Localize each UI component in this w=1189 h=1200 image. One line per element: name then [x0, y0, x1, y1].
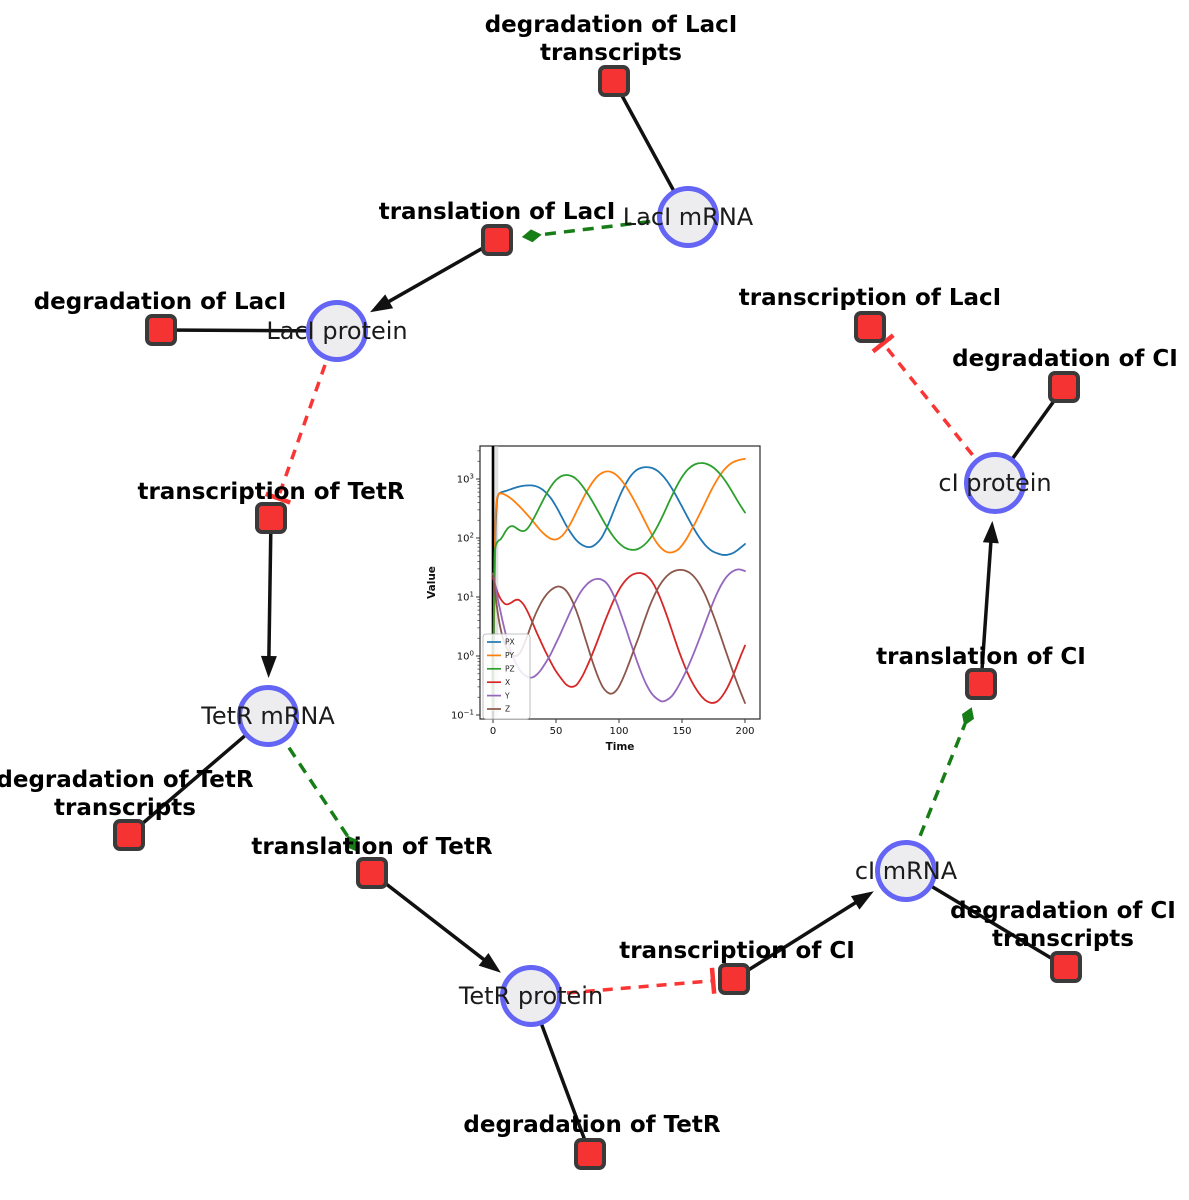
reaction-node-translation_laci[interactable] — [481, 224, 513, 256]
y-tick-label: 103 — [457, 473, 474, 486]
y-axis-label: Value — [426, 566, 438, 599]
reaction-node-translation_ci[interactable] — [965, 668, 997, 700]
reaction-node-degradation_tetr_transcripts[interactable] — [113, 819, 145, 851]
legend-label: X — [505, 678, 510, 687]
edge-ci_mrna-degradation_ci_transcripts — [905, 869, 1067, 969]
legend-label: Y — [504, 691, 510, 700]
series-Z-curve — [492, 568, 746, 704]
species-node-ci_mrna[interactable] — [875, 840, 937, 902]
reaction-node-transcription_ci[interactable] — [718, 963, 750, 995]
y-tick-label: 101 — [457, 591, 474, 604]
series-PY-curve — [492, 458, 746, 712]
edge-translation_laci-laci_protein — [370, 238, 498, 313]
plot-legend: PX PY PZ XYZ — [482, 633, 531, 720]
initial-band — [494, 446, 499, 719]
species-node-tetr_protein[interactable] — [500, 965, 562, 1027]
legend-label: Z — [505, 705, 510, 714]
arrowhead — [260, 655, 277, 679]
edge-ci_protein-transcription_laci — [871, 333, 997, 485]
legend-label: PX — [505, 638, 515, 647]
reaction-node-degradation_ci[interactable] — [1048, 371, 1080, 403]
series-PZ-curve — [492, 462, 746, 712]
reaction-node-transcription_tetr[interactable] — [255, 502, 287, 534]
species-node-ci_protein[interactable] — [964, 452, 1026, 514]
modifier-arrowhead — [347, 835, 359, 853]
reaction-node-degradation_tetr[interactable] — [574, 1138, 606, 1170]
x-tick-label: 200 — [735, 726, 754, 737]
y-tick-label: 10−1 — [451, 709, 474, 722]
legend-label: PZ — [505, 665, 515, 674]
modifier-arrowhead — [961, 707, 975, 726]
species-node-laci_mrna[interactable] — [657, 186, 719, 248]
edge-translation_tetr-tetr_protein — [370, 871, 501, 973]
series-X-curve — [492, 572, 746, 704]
species-node-laci_protein[interactable] — [306, 300, 368, 362]
arrowhead — [370, 294, 394, 313]
x-axis-label: Time — [606, 741, 635, 753]
reaction-node-degradation_laci[interactable] — [145, 314, 177, 346]
arrowhead — [478, 952, 501, 973]
edge-tetr_protein-transcription_ci — [530, 967, 717, 998]
reaction-node-translation_tetr[interactable] — [356, 857, 388, 889]
reaction-node-degradation_ci_transcripts[interactable] — [1050, 951, 1082, 983]
edge-transcription_tetr-tetr_mrna — [260, 517, 277, 679]
arrowhead — [850, 891, 874, 910]
inhibition-tbar — [264, 491, 291, 505]
x-tick-label: 150 — [672, 726, 691, 737]
inhibition-tbar — [709, 967, 717, 994]
inhibition-tbar — [871, 333, 895, 354]
arrowhead — [982, 520, 999, 544]
legend-label: PY — [505, 651, 514, 660]
reaction-node-transcription_laci[interactable] — [854, 311, 886, 343]
modifier-arrowhead — [521, 229, 542, 243]
y-tick-label: 100 — [457, 650, 474, 663]
x-tick-label: 0 — [490, 726, 496, 737]
x-tick-label: 50 — [550, 726, 563, 737]
edge-laci_protein-transcription_tetr — [264, 330, 339, 505]
species-node-tetr_mrna[interactable] — [237, 685, 299, 747]
reaction-node-degradation_laci_transcripts[interactable] — [598, 65, 630, 97]
y-tick-label: 102 — [457, 532, 474, 545]
x-tick-label: 100 — [609, 726, 628, 737]
edge-translation_ci-ci_protein — [979, 520, 999, 685]
edge-transcription_ci-ci_mrna — [733, 891, 874, 981]
series-PX-curve — [492, 466, 746, 712]
